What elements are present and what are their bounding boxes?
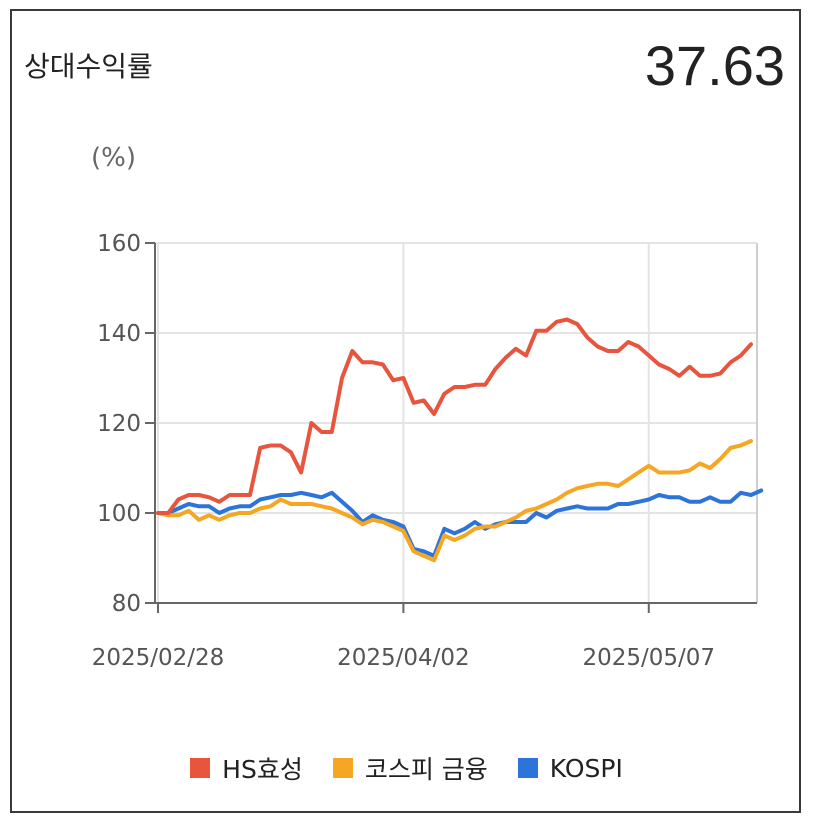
legend-swatch [190,758,211,778]
series-line-0 [156,317,753,515]
chart-title: 상대수익률 [24,50,153,83]
legend-swatch [332,758,353,778]
y-tick-label: 80 [112,591,141,617]
return-value: 37.63 [644,34,785,97]
x-tick-label: 2025/04/02 [337,645,470,671]
legend-label: KOSPI [549,753,623,783]
y-tick-label: 160 [97,231,141,257]
legend-label: 코스피 금융 [364,755,488,784]
grid [155,242,757,604]
y-tick-label: 100 [97,501,141,527]
series-line-2 [156,488,764,558]
legend-item-2[interactable]: KOSPI [517,750,623,786]
legend-item-0[interactable]: HS효성 [190,750,303,786]
y-axis-unit: (%) [91,143,136,173]
legend-swatch [517,758,538,778]
x-tick-label: 2025/02/28 [92,645,225,671]
legend-label: HS효성 [222,755,303,784]
y-tick-label: 140 [97,321,141,347]
series-line-1 [156,439,753,563]
legend: HS효성 코스피 금융 KOSPI [0,750,813,786]
legend-item-1[interactable]: 코스피 금융 [332,750,488,786]
chart-card: 상대수익률 37.63 (%) [10,9,801,813]
series-group [156,317,764,563]
y-tick-label: 120 [97,411,141,437]
x-tick-label: 2025/05/07 [582,645,715,671]
axes: 80 100 120 140 160 2025/02/28 2025/04/02 2025/0… [92,231,758,671]
